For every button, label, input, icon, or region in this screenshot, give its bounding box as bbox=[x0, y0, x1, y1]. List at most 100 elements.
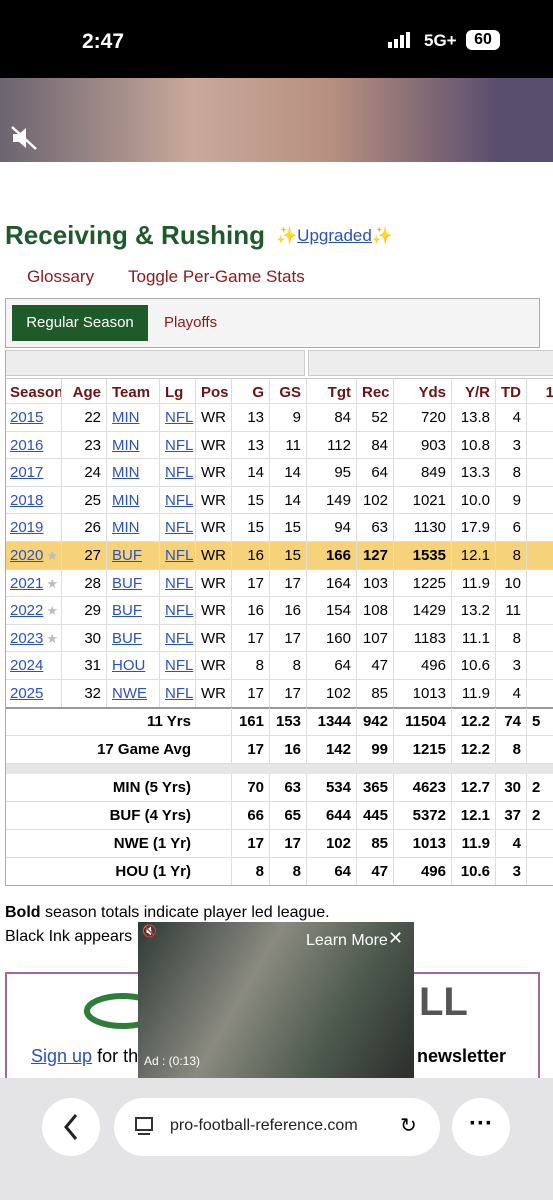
ad-close[interactable]: ✕ bbox=[388, 928, 404, 948]
summary-cell bbox=[527, 736, 553, 764]
cell-text: WR bbox=[201, 602, 226, 620]
table-cell: 2023 ★ bbox=[5, 624, 62, 653]
table-cell: 2018 bbox=[5, 486, 62, 515]
table-cell: 17 bbox=[270, 624, 307, 653]
cell-text[interactable]: NFL bbox=[165, 547, 194, 564]
table-cell bbox=[527, 680, 553, 708]
table-cell: WR bbox=[196, 486, 232, 515]
table-cell: 13.8 bbox=[452, 404, 496, 432]
cell-text[interactable]: NFL bbox=[165, 491, 194, 509]
table-cell: 154 bbox=[307, 597, 357, 625]
summary-cell: 10.6 bbox=[452, 858, 496, 886]
cell-text[interactable]: 2022 bbox=[10, 602, 44, 620]
cell-text[interactable]: NFL bbox=[165, 657, 194, 675]
cell-text[interactable]: NFL bbox=[165, 574, 194, 592]
cell-text: 103 bbox=[362, 574, 388, 592]
cell-text[interactable]: NFL bbox=[165, 409, 194, 426]
video-ad[interactable]: 🔇 Learn More ✕ Ad : (0:13) bbox=[138, 922, 414, 1078]
cell-text[interactable]: BUF bbox=[112, 629, 142, 647]
table-cell: 13.2 bbox=[452, 597, 496, 625]
cell-text[interactable]: NFL bbox=[165, 602, 194, 620]
cell-text: 84 bbox=[334, 409, 351, 426]
signup-link[interactable]: Sign up bbox=[31, 1046, 93, 1066]
cell-text[interactable]: NFL bbox=[165, 436, 194, 454]
over-header bbox=[308, 350, 553, 376]
summary-cell: 8 bbox=[270, 858, 307, 886]
summary-cell: 4 bbox=[496, 830, 527, 858]
table-cell: NFL bbox=[160, 624, 196, 653]
signup-line: Sign up for the bbox=[31, 1046, 148, 1067]
award-star: ★ bbox=[46, 548, 59, 563]
table-cell: 95 bbox=[307, 459, 357, 487]
cell-text: 13.8 bbox=[460, 409, 490, 426]
cell-text[interactable]: MIN bbox=[112, 519, 140, 537]
cell-text[interactable]: MIN bbox=[112, 464, 140, 482]
table-cell: 29 bbox=[62, 597, 107, 625]
cell-text[interactable]: MIN bbox=[112, 436, 140, 454]
ad-mute[interactable]: 🔇 bbox=[142, 924, 157, 938]
table-cell: 10.6 bbox=[452, 652, 496, 680]
table-cell: 63 bbox=[357, 514, 394, 542]
cell-text[interactable]: 2018 bbox=[10, 491, 44, 509]
toggle-link[interactable]: Toggle Per-Game Stats bbox=[128, 267, 305, 286]
more-button[interactable]: ··· bbox=[452, 1098, 510, 1156]
summary-label: 17 Game Avg bbox=[5, 736, 232, 764]
cell-text[interactable]: MIN bbox=[112, 409, 140, 426]
cell-text[interactable]: 2020 bbox=[10, 547, 44, 564]
mute-button[interactable] bbox=[10, 125, 40, 151]
ad-cta[interactable]: Learn More bbox=[306, 932, 388, 949]
cell-text[interactable]: 2016 bbox=[10, 436, 44, 454]
cell-text[interactable]: 2023 bbox=[10, 629, 44, 647]
cell-text[interactable]: MIN bbox=[112, 491, 140, 509]
cell-text[interactable]: 2017 bbox=[10, 464, 44, 482]
upgraded-link[interactable]: Upgraded bbox=[297, 226, 372, 245]
cell-text[interactable]: NWE bbox=[112, 685, 147, 702]
cell-text[interactable]: NFL bbox=[165, 629, 194, 647]
cell-text: 17 bbox=[247, 685, 264, 702]
glossary-link[interactable]: Glossary bbox=[27, 267, 95, 286]
cell-text[interactable]: HOU bbox=[112, 657, 146, 675]
table-cell: 10.8 bbox=[452, 431, 496, 460]
cell-text: WR bbox=[201, 436, 226, 454]
summary-cell: 66 bbox=[232, 802, 270, 830]
cell-text: 6 bbox=[512, 519, 521, 537]
summary-label: 11 Yrs bbox=[5, 708, 232, 736]
reload-button[interactable]: ↻ bbox=[400, 1115, 417, 1137]
summary-cell: 5372 bbox=[394, 802, 452, 830]
cell-text: 8 bbox=[512, 464, 521, 482]
cell-text: 154 bbox=[325, 602, 351, 620]
battery: 60 bbox=[466, 30, 500, 50]
table-cell: MIN bbox=[107, 514, 160, 542]
award-star: ★ bbox=[46, 575, 59, 591]
summary-cell: 30 bbox=[496, 774, 527, 802]
cell-text[interactable]: NFL bbox=[165, 464, 194, 482]
cell-text: 23 bbox=[84, 436, 101, 454]
cell-text: 30 bbox=[84, 629, 101, 647]
cell-text[interactable]: BUF bbox=[112, 574, 142, 592]
tab-regular-season[interactable]: Regular Season bbox=[12, 305, 148, 341]
summary-cell: 99 bbox=[357, 736, 394, 764]
table-cell: 8 bbox=[496, 459, 527, 487]
cell-text[interactable]: BUF bbox=[112, 602, 142, 620]
table-cell: 11 bbox=[496, 597, 527, 625]
cell-text[interactable]: BUF bbox=[112, 547, 142, 564]
note-bold: Bold bbox=[5, 904, 41, 921]
video-player[interactable] bbox=[0, 78, 553, 162]
cell-text: 1183 bbox=[413, 629, 446, 647]
table-cell: 1535 bbox=[394, 542, 452, 570]
cell-text[interactable]: 2024 bbox=[10, 657, 44, 675]
upgraded-badge[interactable]: ✨Upgraded✨ bbox=[276, 226, 393, 246]
column-header: Tgt bbox=[307, 378, 357, 404]
tab-playoffs[interactable]: Playoffs bbox=[164, 314, 218, 331]
cell-text[interactable]: 2015 bbox=[10, 409, 44, 426]
note-text: season totals indicate player led league… bbox=[40, 904, 330, 921]
cell-text[interactable]: NFL bbox=[165, 519, 194, 537]
cell-text[interactable]: 2025 bbox=[10, 685, 44, 702]
section-title: Receiving & Rushing bbox=[5, 220, 266, 250]
cell-text: 11 bbox=[285, 436, 301, 454]
cell-text[interactable]: NFL bbox=[165, 685, 194, 702]
back-button[interactable] bbox=[42, 1098, 100, 1156]
url-bar[interactable]: pro-football-reference.com ↻ bbox=[114, 1098, 440, 1156]
cell-text[interactable]: 2021 bbox=[10, 574, 44, 592]
cell-text[interactable]: 2019 bbox=[10, 519, 44, 537]
